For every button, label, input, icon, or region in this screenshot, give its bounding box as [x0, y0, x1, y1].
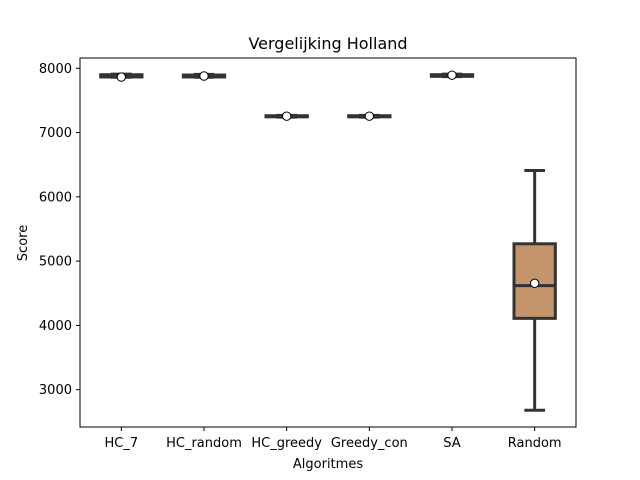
box-random	[512, 169, 557, 412]
y-tick-label: 5000	[39, 255, 72, 270]
box-hc-7	[99, 72, 144, 82]
box-hc-greedy	[264, 111, 309, 121]
y-tick-label: 3000	[39, 383, 72, 398]
x-tick-label: SA	[443, 436, 460, 451]
mean-marker	[364, 111, 375, 121]
x-tick-label: HC_random	[166, 436, 242, 451]
x-axis-label: Algoritmes	[293, 457, 363, 472]
mean-marker	[281, 111, 292, 121]
chart-title: Vergelijking Holland	[248, 34, 407, 53]
x-tick-label: HC_greedy	[251, 436, 322, 451]
y-tick-label: 7000	[39, 126, 72, 141]
x-tick-label: Greedy_con	[331, 436, 408, 451]
y-tick-label: 8000	[39, 62, 72, 77]
box-greedy-con	[347, 111, 392, 121]
mean-marker	[199, 71, 209, 81]
x-tick-label: HC_7	[105, 436, 139, 451]
y-axis: 3000 4000 5000 6000 7000 8000	[39, 62, 80, 398]
mean-marker	[447, 70, 457, 80]
plot-area	[79, 57, 577, 428]
mean-marker	[116, 72, 127, 82]
y-axis-label: Score	[16, 225, 31, 261]
x-tick-label: Random	[508, 436, 562, 451]
y-tick-label: 6000	[39, 190, 72, 205]
x-axis: HC_7 HC_random HC_greedy Greedy_con SA Random	[105, 427, 562, 451]
box-hc-random	[181, 71, 227, 81]
mean-marker	[529, 278, 540, 289]
box-sa	[429, 70, 475, 80]
boxes-layer	[99, 70, 557, 412]
y-tick-label: 4000	[39, 319, 72, 334]
